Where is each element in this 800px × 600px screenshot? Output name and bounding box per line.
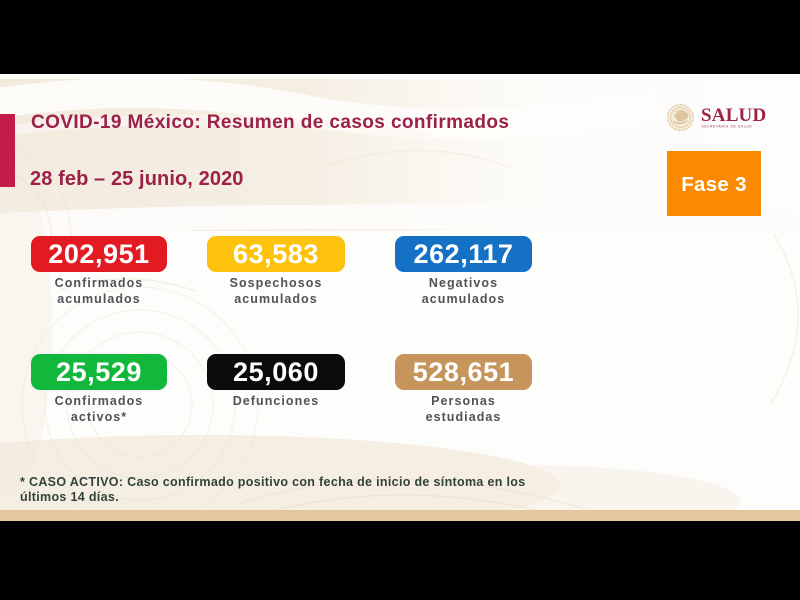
svg-text:SECRETARÍA DE SALUD: SECRETARÍA DE SALUD [702, 124, 753, 129]
svg-text:SALUD: SALUD [701, 105, 766, 126]
